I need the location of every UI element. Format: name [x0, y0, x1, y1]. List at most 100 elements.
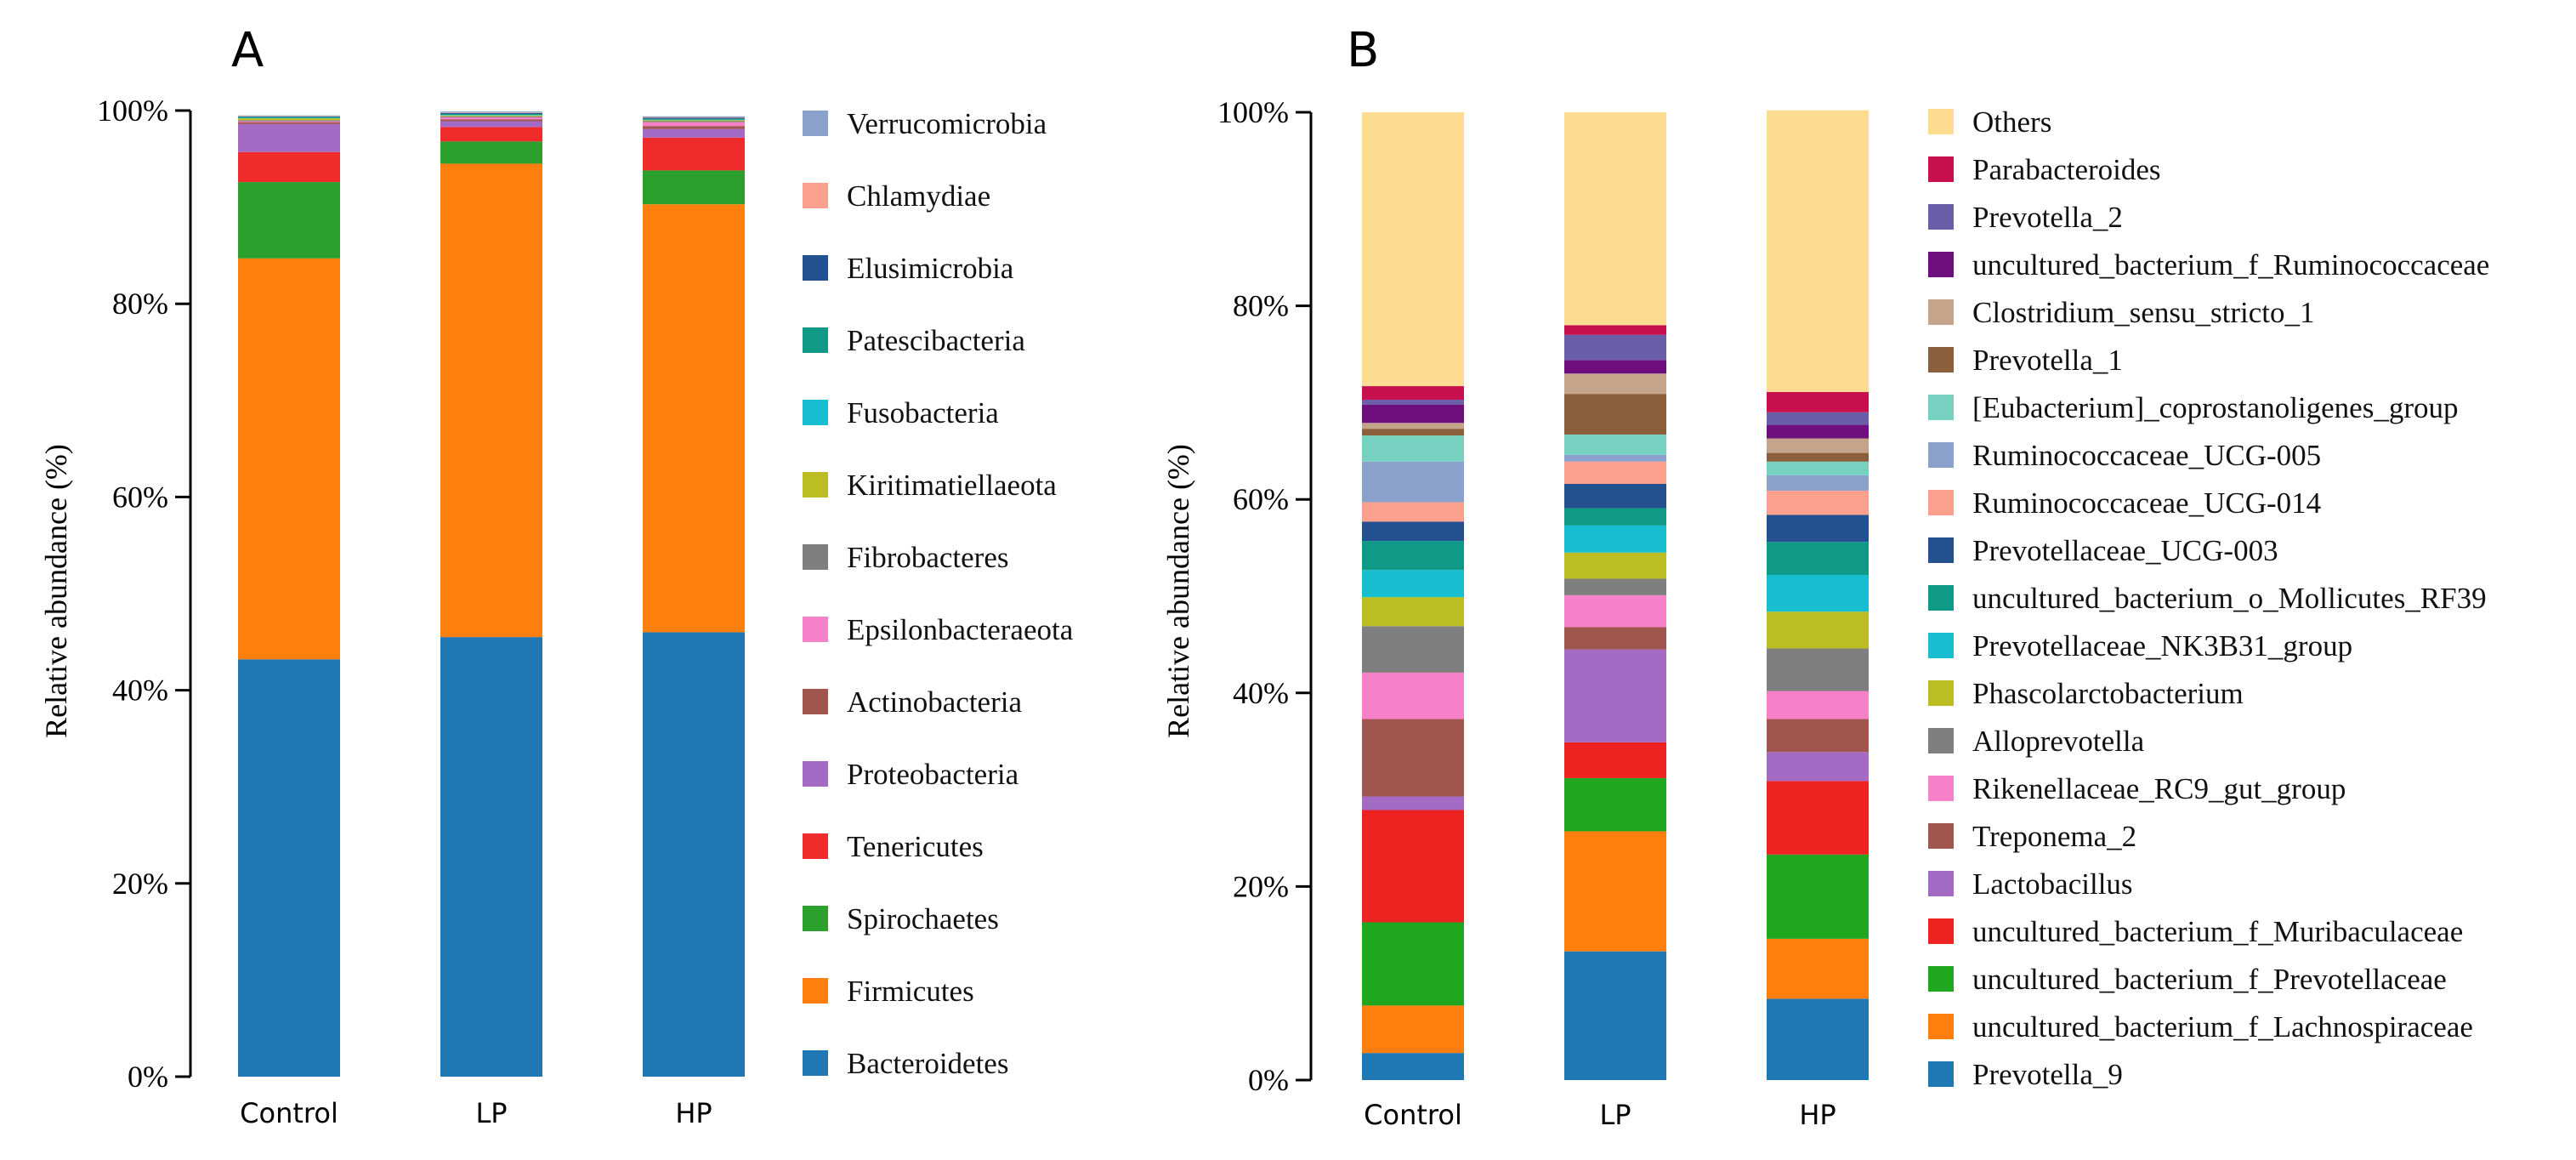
bar-lp-bacteroidetes	[440, 637, 542, 1077]
legend-swatch-fibrobacteres	[803, 544, 828, 570]
panel-a-ylabel: Relative abundance (%)	[39, 444, 73, 738]
bar-hp-phascolarctobacterium	[1767, 611, 1869, 649]
bar-lp-uncultured-bacterium-o-mollicutes-rf39	[1564, 508, 1666, 526]
bar-control-chlamydiae	[238, 116, 340, 117]
bar-hp-bacteroidetes	[643, 632, 745, 1077]
bar-lp-ruminococcaceae-ucg-005	[1564, 454, 1666, 462]
legend-label-patescibacteria: Patescibacteria	[847, 324, 1025, 357]
bar-control-proteobacteria	[238, 123, 340, 152]
legend-label-fusobacteria: Fusobacteria	[847, 396, 999, 429]
legend-swatch-bacteroidetes	[803, 1050, 828, 1076]
legend-label-eubacterium-coprostanoligenes-group: [Eubacterium]_coprostanoligenes_group	[1972, 391, 2458, 424]
bar-control-kiritimatiellaeota	[238, 118, 340, 121]
bar-control-eubacterium-coprostanoligenes-group	[1362, 435, 1464, 462]
legend-label-uncultured-bacterium-f-muribaculaceae: uncultured_bacterium_f_Muribaculaceae	[1972, 915, 2463, 948]
bar-lp-chlamydiae	[440, 112, 542, 113]
legend-swatch-eubacterium-coprostanoligenes-group	[1928, 395, 1954, 420]
legend-label-tenericutes: Tenericutes	[847, 830, 984, 863]
bar-lp-kiritimatiellaeota	[440, 115, 542, 117]
legend-swatch-verrucomicrobia	[803, 111, 828, 136]
bar-hp-uncultured-bacterium-f-lachnospiraceae	[1767, 938, 1869, 999]
bar-control-ruminococcaceae-ucg-014	[1362, 502, 1464, 522]
bar-hp-prevotella-2	[1767, 412, 1869, 425]
bar-lp-prevotellaceae-ucg-003	[1564, 483, 1666, 509]
legend-label-uncultured-bacterium-o-mollicutes-rf39: uncultured_bacterium_o_Mollicutes_RF39	[1972, 582, 2487, 615]
bar-lp-prevotella-2	[1564, 334, 1666, 361]
bar-lp-epsilonbacteraeota	[440, 117, 542, 120]
legend-label-firmicutes: Firmicutes	[847, 975, 974, 1008]
bar-lp-elusimicrobia	[440, 112, 542, 114]
panel-b-category-labels: Control LP HP	[1364, 1099, 1836, 1131]
legend-swatch-patescibacteria	[803, 327, 828, 353]
legend-swatch-tenericutes	[803, 833, 828, 859]
legend-label-prevotella-1: Prevotella_1	[1972, 344, 2123, 377]
category-label-control: Control	[1364, 1099, 1462, 1131]
bar-control-epsilonbacteraeota	[238, 121, 340, 122]
legend-swatch-prevotella-9	[1928, 1061, 1954, 1087]
bar-hp-eubacterium-coprostanoligenes-group	[1767, 461, 1869, 475]
panel-b-ytick-label: 20%	[1233, 869, 1289, 903]
legend-swatch-uncultured-bacterium-o-mollicutes-rf39	[1928, 585, 1954, 611]
bar-lp-parabacteroides	[1564, 325, 1666, 335]
bar-hp-ruminococcaceae-ucg-014	[1767, 490, 1869, 515]
legend-swatch-clostridium-sensu-stricto-1	[1928, 299, 1954, 325]
legend-swatch-chlamydiae	[803, 183, 828, 208]
bar-hp-ruminococcaceae-ucg-005	[1767, 475, 1869, 491]
panel-a-ytick-label: 60%	[112, 480, 168, 514]
legend-label-prevotella-2: Prevotella_2	[1972, 201, 2123, 234]
legend-swatch-alloprevotella	[1928, 728, 1954, 753]
legend-swatch-prevotellaceae-nk3b31-group	[1928, 633, 1954, 658]
category-label-lp: LP	[475, 1097, 507, 1129]
panel-b-ytick-label: 80%	[1233, 289, 1289, 323]
legend-swatch-rikenellaceae-rc9-gut-group	[1928, 776, 1954, 801]
bar-control-bacteroidetes	[238, 659, 340, 1077]
bar-hp-kiritimatiellaeota	[643, 120, 745, 122]
bar-control-treponema-2	[1362, 719, 1464, 797]
panel-b-legend: Others Parabacteroides Prevotella_2uncultu…	[1928, 105, 2489, 1091]
bar-hp-others	[1767, 110, 1869, 392]
legend-swatch-epsilonbacteraeota	[803, 617, 828, 642]
legend-swatch-lactobacillus	[1928, 871, 1954, 896]
legend-swatch-ruminococcaceae-ucg-005	[1928, 442, 1954, 468]
bar-lp-proteobacteria	[440, 121, 542, 128]
panel-b-ytick-label: 40%	[1233, 676, 1289, 710]
bar-control-verrucomicrobia	[238, 115, 340, 117]
panel-a-y-ticks: 0% 20% 40% 60% 80% 100%	[97, 94, 190, 1094]
panel-b-ytick-label: 0%	[1248, 1063, 1289, 1097]
panel-a-legend: Verrucomicrobia Chlamydiae Elusimicrobia Pa…	[803, 107, 1074, 1080]
bar-lp-verrucomicrobia	[440, 111, 542, 113]
legend-label-prevotella-9: Prevotella_9	[1972, 1058, 2123, 1091]
bar-lp-spirochaetes	[440, 141, 542, 164]
legend-label-bacteroidetes: Bacteroidetes	[847, 1047, 1008, 1080]
legend-swatch-firmicutes	[803, 978, 828, 1004]
category-label-hp: HP	[1799, 1099, 1836, 1131]
panel-b-letter: B	[1347, 23, 1379, 78]
legend-swatch-elusimicrobia	[803, 255, 828, 281]
legend-label-phascolarctobacterium: Phascolarctobacterium	[1972, 677, 2244, 710]
legend-label-prevotellaceae-ucg-003: Prevotellaceae_UCG-003	[1972, 534, 2278, 567]
category-label-control: Control	[240, 1097, 338, 1129]
bar-control-uncultured-bacterium-f-ruminococcaceae	[1362, 404, 1464, 424]
bar-hp-chlamydiae	[643, 117, 745, 118]
bar-control-ruminococcaceae-ucg-005	[1362, 461, 1464, 503]
bar-lp-uncultured-bacterium-f-lachnospiraceae	[1564, 831, 1666, 952]
bar-hp-tenericutes	[643, 137, 745, 171]
legend-swatch-parabacteroides	[1928, 156, 1954, 182]
bar-control-prevotella-1	[1362, 429, 1464, 436]
category-label-hp: HP	[675, 1097, 712, 1129]
legend-swatch-treponema-2	[1928, 823, 1954, 849]
legend-swatch-uncultured-bacterium-f-lachnospiraceae	[1928, 1014, 1954, 1039]
panel-a-bars	[238, 111, 745, 1077]
legend-label-clostridium-sensu-stricto-1: Clostridium_sensu_stricto_1	[1972, 296, 2315, 329]
bar-lp-eubacterium-coprostanoligenes-group	[1564, 434, 1666, 455]
legend-swatch-spirochaetes	[803, 906, 828, 931]
panel-a-ytick-label: 0%	[128, 1060, 168, 1094]
panel-b: B Relative abundance (%) 0% 20% 40% 60% 80% 1…	[1161, 23, 2489, 1131]
bar-control-others	[1362, 112, 1464, 387]
bar-hp-lactobacillus	[1767, 752, 1869, 782]
bar-hp-alloprevotella	[1767, 648, 1869, 691]
panel-a: A Relative abundance (%) 0% 20% 40% 60% 80% 1…	[39, 23, 1074, 1129]
bar-control-parabacteroides	[1362, 386, 1464, 400]
bar-hp-uncultured-bacterium-f-ruminococcaceae	[1767, 424, 1869, 439]
